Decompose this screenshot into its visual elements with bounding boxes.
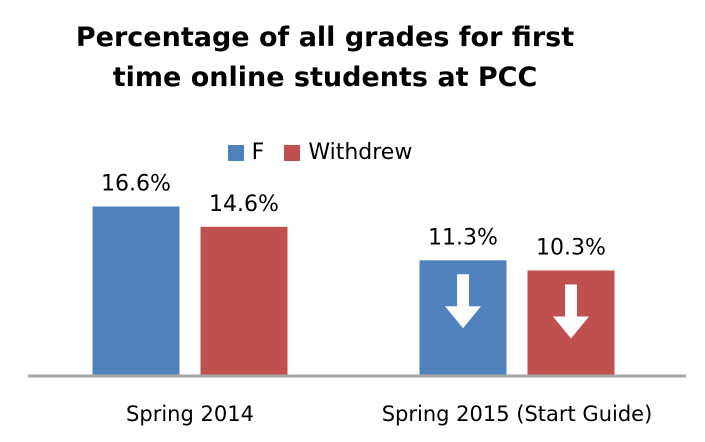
legend-label-withdrew: Withdrew: [308, 140, 413, 165]
bar-withdrew-1: [200, 226, 288, 375]
legend: F Withdrew: [0, 140, 705, 165]
legend-label-f: F: [251, 140, 265, 165]
data-label-f-1: 16.6%: [101, 172, 171, 197]
data-label-f-2: 11.3%: [428, 225, 498, 250]
legend-swatch-withdrew: [284, 144, 301, 161]
down-arrow-icon: [553, 284, 589, 339]
bar-f-1: [92, 206, 180, 375]
data-label-withdrew-1: 14.6%: [209, 192, 279, 217]
chart-title: Percentage of all grades for first time …: [0, 18, 650, 98]
legend-item-f: F: [227, 140, 265, 165]
legend-item-withdrew: Withdrew: [284, 140, 412, 165]
data-label-withdrew-2: 10.3%: [536, 235, 606, 260]
down-arrow-icon: [445, 274, 481, 329]
chart-title-line-1: Percentage of all grades for first: [75, 22, 575, 53]
category-label-2: Spring 2015 (Start Guide): [382, 402, 653, 426]
legend-swatch-f: [227, 144, 244, 161]
chart-title-line-2: time online students at PCC: [112, 62, 538, 93]
category-label-1: Spring 2014: [126, 402, 254, 426]
